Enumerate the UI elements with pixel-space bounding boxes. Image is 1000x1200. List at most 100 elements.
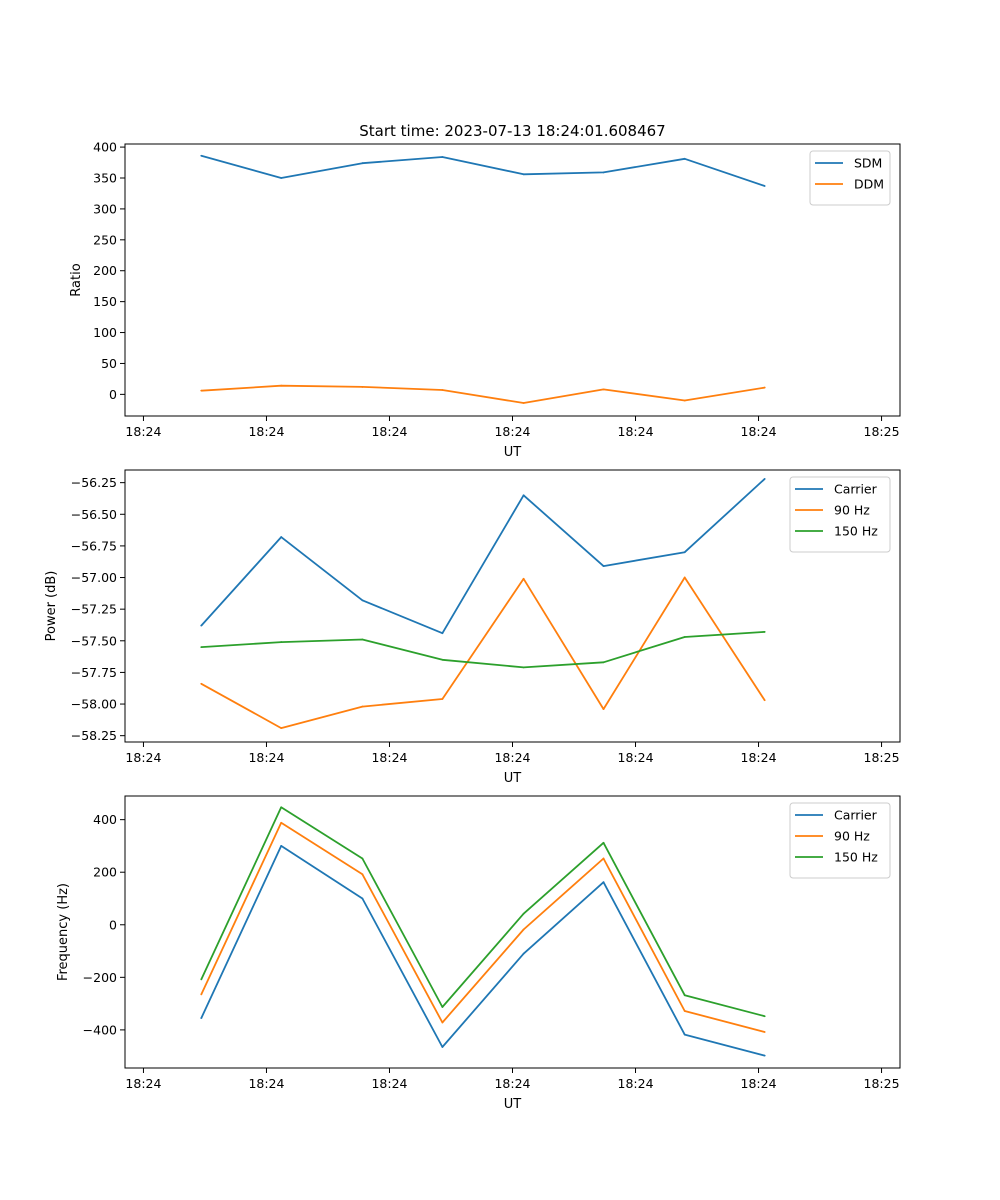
data-point	[280, 536, 283, 538]
y-tick-label: −400	[83, 1022, 117, 1037]
data-point	[522, 494, 525, 497]
legend-label: DDM	[854, 177, 884, 192]
data-point	[522, 577, 525, 580]
x-tick-label: 18:24	[248, 1076, 284, 1091]
axes-frame	[124, 795, 901, 1069]
data-point	[280, 845, 283, 847]
y-tick-label: −57.00	[71, 570, 117, 585]
data-point	[441, 1021, 444, 1024]
series-line-carrier	[200, 845, 765, 1057]
series-line-90-hz	[200, 576, 766, 729]
data-point	[522, 912, 525, 915]
legend-label: Carrier	[834, 808, 878, 823]
x-tick-label: 18:24	[371, 750, 407, 765]
x-tick-label: 18:24	[494, 750, 530, 765]
y-tick-label: −58.25	[71, 728, 117, 743]
series-line-carrier	[200, 478, 766, 635]
panels: 18:24 18:24 18:24 18:24 18:24 18:24 18:25 UT 0 50…	[44, 140, 901, 1112]
data-point	[763, 477, 766, 480]
data-point	[683, 576, 686, 579]
y-tick-label: −57.75	[71, 665, 117, 680]
data-point	[441, 632, 444, 635]
data-point	[763, 185, 766, 187]
x-tick-label: 18:25	[864, 1076, 900, 1091]
data-point	[602, 661, 605, 664]
data-point	[441, 658, 444, 661]
panel-3: 18:24 18:24 18:24 18:24 18:24 18:24 18:25 UT −40…	[56, 795, 901, 1112]
y-tick-label: 400	[93, 812, 117, 827]
legend: SDM DDM	[809, 150, 891, 206]
x-tick-label: 18:24	[494, 424, 530, 439]
y-axis-label: Ratio	[69, 263, 84, 296]
data-point	[522, 173, 525, 176]
y-tick-label: 300	[93, 201, 117, 216]
data-point	[200, 389, 203, 392]
legend: Carrier 90 Hz 150 Hz	[789, 802, 891, 879]
y-tick-label: −56.50	[71, 507, 117, 522]
y-tick-label: −57.50	[71, 633, 117, 648]
x-tick-label: 18:24	[618, 1076, 654, 1091]
x-tick-label: 18:24	[125, 1076, 161, 1091]
legend-label: SDM	[854, 156, 882, 171]
data-point	[280, 806, 283, 809]
y-tick-label: −56.75	[71, 538, 117, 553]
legend-label: Carrier	[834, 482, 878, 497]
data-point	[602, 857, 605, 860]
x-tick-label: 18:24	[125, 424, 161, 439]
data-point	[361, 599, 364, 602]
data-point	[280, 821, 283, 824]
data-point	[441, 389, 444, 391]
figure-title: Start time: 2023-07-13 18:24:01.608467	[359, 122, 665, 140]
x-axis-label: UT	[504, 1097, 522, 1112]
data-point	[683, 994, 686, 997]
panel-1: 18:24 18:24 18:24 18:24 18:24 18:24 18:25 UT 0 50…	[69, 140, 901, 460]
data-point	[361, 705, 364, 708]
y-tick-label: 250	[93, 232, 117, 247]
series-line-sdm	[201, 154, 765, 187]
panel-2: 18:24 18:24 18:24 18:24 18:24 18:24 18:25 UT −58…	[44, 469, 901, 786]
data-point	[441, 156, 444, 158]
x-tick-label: 18:24	[494, 1076, 530, 1091]
data-point	[602, 881, 605, 884]
data-point	[200, 624, 203, 627]
series-line-150-hz	[200, 806, 765, 1018]
data-point	[200, 646, 203, 649]
series-line-90-hz	[200, 821, 765, 1033]
legend-label: 90 Hz	[834, 829, 870, 844]
y-tick-label: −57.25	[71, 602, 117, 617]
y-tick-label: 0	[109, 917, 117, 932]
data-point	[602, 841, 605, 844]
data-point	[522, 928, 525, 931]
data-point	[763, 386, 766, 389]
data-point	[602, 171, 605, 174]
legend-box	[789, 802, 891, 879]
x-tick-label: 18:24	[125, 750, 161, 765]
data-point	[763, 631, 766, 633]
x-tick-label: 18:24	[248, 750, 284, 765]
data-point	[280, 727, 283, 729]
data-point	[763, 1031, 766, 1033]
y-tick-label: 200	[93, 865, 117, 880]
x-axis-label: UT	[504, 771, 522, 786]
data-point	[280, 177, 283, 179]
x-tick-label: 18:24	[741, 424, 777, 439]
data-point	[683, 157, 686, 160]
data-point	[200, 1017, 203, 1019]
y-axis-label: Power (dB)	[44, 571, 59, 642]
data-point	[602, 708, 605, 711]
data-point	[683, 551, 686, 554]
x-tick-label: 18:24	[371, 424, 407, 439]
data-point	[200, 682, 203, 685]
legend-box	[789, 476, 891, 553]
series-line-150-hz	[201, 631, 765, 669]
legend: Carrier 90 Hz 150 Hz	[789, 476, 891, 553]
data-point	[280, 641, 283, 643]
data-point	[602, 388, 605, 391]
data-point	[361, 873, 364, 876]
data-point	[441, 1006, 444, 1008]
y-tick-label: −200	[83, 970, 117, 985]
axes-frame	[124, 143, 901, 417]
data-point	[683, 1033, 686, 1036]
y-tick-label: −56.25	[71, 475, 117, 490]
